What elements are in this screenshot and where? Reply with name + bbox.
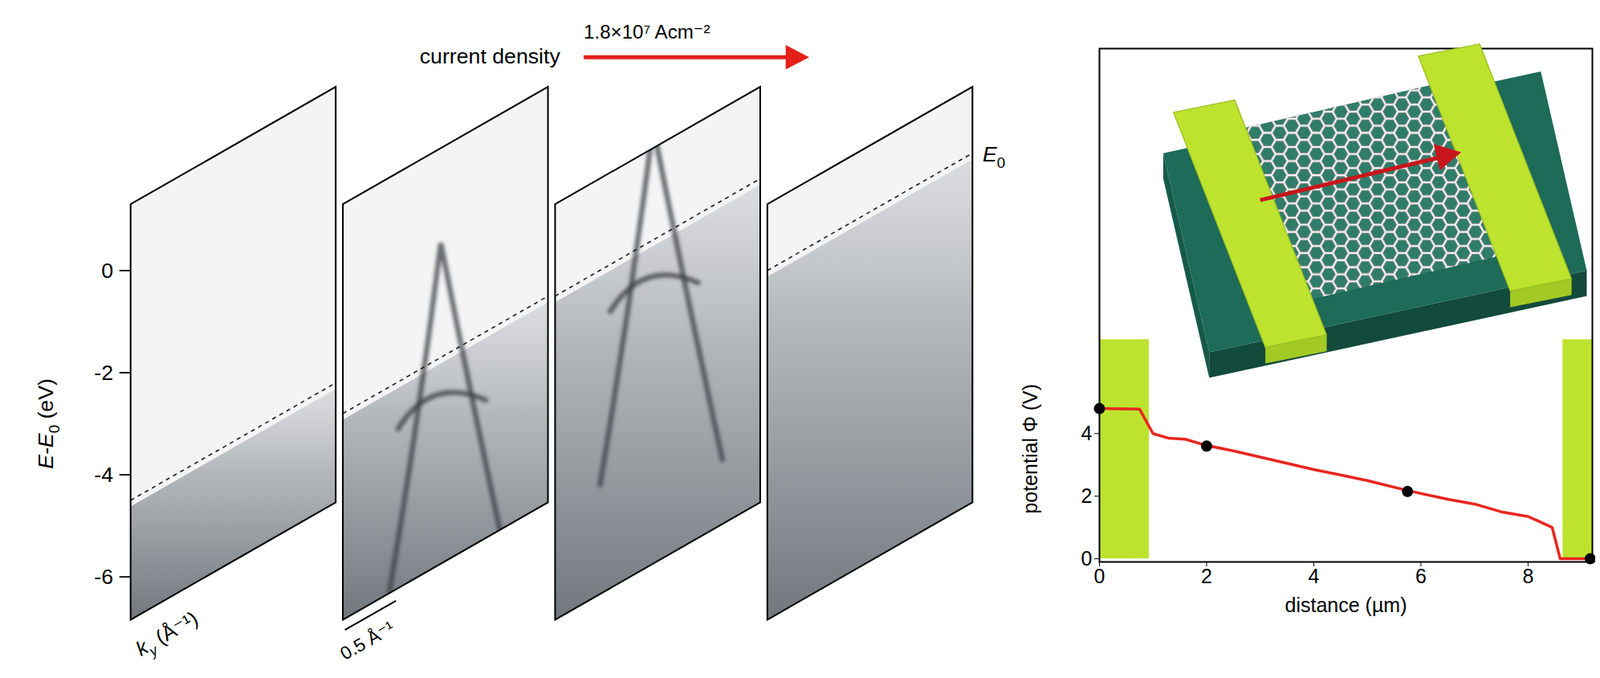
svg-text:0: 0 [101, 258, 114, 283]
svg-text:8: 8 [1522, 564, 1534, 587]
svg-text:6: 6 [1415, 564, 1427, 587]
svg-text:1.8×10⁷ Acm⁻²: 1.8×10⁷ Acm⁻² [583, 20, 711, 43]
svg-text:potential Φ (V): potential Φ (V) [1018, 383, 1042, 514]
svg-text:distance (µm): distance (µm) [1285, 593, 1408, 616]
svg-text:4: 4 [1308, 564, 1320, 587]
svg-text:0: 0 [1081, 546, 1093, 570]
svg-text:0: 0 [1094, 564, 1106, 587]
svg-text:2: 2 [1201, 564, 1213, 587]
svg-text:ky (Å⁻¹): ky (Å⁻¹) [130, 606, 204, 665]
svg-text:2: 2 [1081, 484, 1093, 507]
svg-text:E-E0 (eV): E-E0 (eV) [33, 378, 63, 469]
svg-text:4: 4 [1081, 421, 1093, 444]
svg-text:-4: -4 [93, 462, 114, 487]
svg-text:E0: E0 [982, 142, 1006, 171]
svg-text:current density: current density [419, 44, 562, 69]
svg-text:-6: -6 [93, 564, 114, 589]
svg-text:0.5 Å⁻¹: 0.5 Å⁻¹ [336, 616, 399, 664]
svg-text:-2: -2 [93, 360, 114, 385]
